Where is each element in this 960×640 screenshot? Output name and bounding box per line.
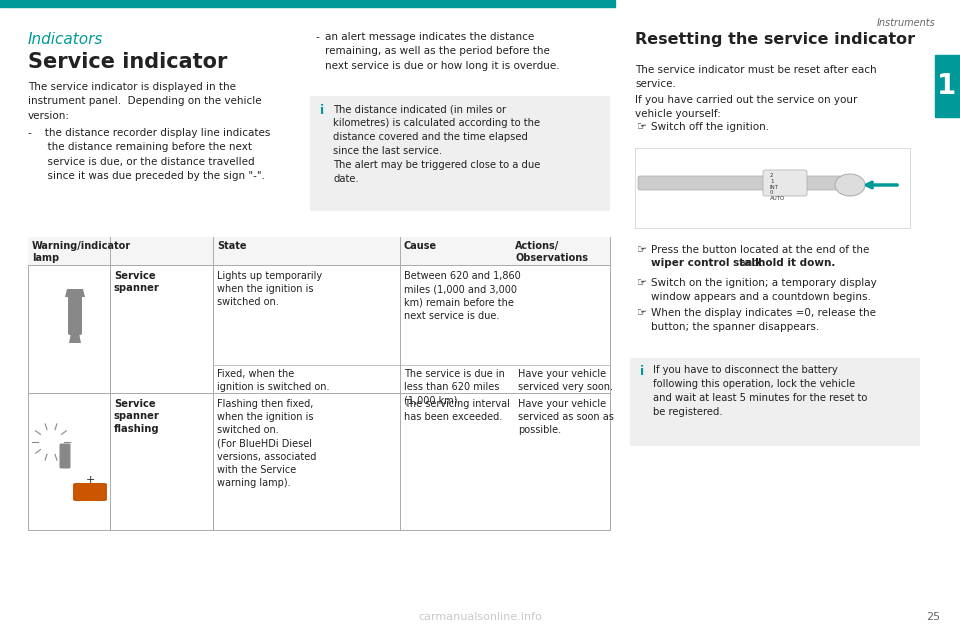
Text: i: i bbox=[640, 365, 644, 378]
Text: ☞: ☞ bbox=[637, 122, 647, 132]
Text: wiper control stalk: wiper control stalk bbox=[651, 258, 762, 268]
Text: State: State bbox=[217, 241, 247, 251]
FancyBboxPatch shape bbox=[60, 444, 70, 468]
Text: ☞: ☞ bbox=[637, 278, 647, 288]
Text: If you have carried out the service on your
vehicle yourself:: If you have carried out the service on y… bbox=[635, 95, 857, 120]
Text: The service indicator is displayed in the
instrument panel.  Depending on the ve: The service indicator is displayed in th… bbox=[28, 82, 262, 121]
Text: Instruments: Instruments bbox=[876, 18, 935, 28]
Text: Resetting the service indicator: Resetting the service indicator bbox=[635, 32, 915, 47]
Bar bbox=[0, 0, 615, 7]
Text: The distance indicated (in miles or
kilometres) is calculated according to the
d: The distance indicated (in miles or kilo… bbox=[333, 104, 540, 184]
Text: Lights up temporarily
when the ignition is
switched on.: Lights up temporarily when the ignition … bbox=[217, 271, 323, 307]
Text: The service is due in
less than 620 miles
(1,000 km).: The service is due in less than 620 mile… bbox=[404, 369, 505, 405]
Text: 25: 25 bbox=[925, 612, 940, 622]
Bar bbox=[28, 237, 610, 530]
FancyBboxPatch shape bbox=[73, 483, 107, 501]
Text: Service
spanner: Service spanner bbox=[114, 271, 160, 293]
Text: i: i bbox=[320, 104, 324, 117]
Text: Indicators: Indicators bbox=[28, 32, 104, 47]
FancyBboxPatch shape bbox=[638, 176, 842, 190]
Text: 1: 1 bbox=[937, 72, 956, 100]
Text: The service indicator must be reset after each
service.: The service indicator must be reset afte… bbox=[635, 65, 876, 90]
Text: Fixed, when the
ignition is switched on.: Fixed, when the ignition is switched on. bbox=[217, 369, 329, 392]
Text: ☞: ☞ bbox=[637, 308, 647, 318]
Bar bbox=[310, 96, 610, 211]
Bar bbox=[635, 148, 910, 228]
Text: Actions/
Observations: Actions/ Observations bbox=[515, 241, 588, 264]
Text: If you have to disconnect the battery
following this operation, lock the vehicle: If you have to disconnect the battery fo… bbox=[653, 365, 868, 417]
Text: -    the distance recorder display line indicates
      the distance remaining b: - the distance recorder display line ind… bbox=[28, 128, 271, 181]
Bar bbox=[935, 55, 960, 117]
Ellipse shape bbox=[835, 174, 865, 196]
Text: Switch off the ignition.: Switch off the ignition. bbox=[651, 122, 769, 132]
Polygon shape bbox=[65, 289, 85, 297]
Text: Service indicator: Service indicator bbox=[28, 52, 228, 72]
Text: Flashing then fixed,
when the ignition is
switched on.
(For BlueHDi Diesel
versi: Flashing then fixed, when the ignition i… bbox=[217, 399, 317, 488]
Text: Have your vehicle
serviced very soon.: Have your vehicle serviced very soon. bbox=[518, 369, 613, 392]
Text: hold it down.: hold it down. bbox=[757, 258, 835, 268]
Text: Between 620 and 1,860
miles (1,000 and 3,000
km) remain before the
next service : Between 620 and 1,860 miles (1,000 and 3… bbox=[404, 271, 520, 321]
Text: Warning/indicator
lamp: Warning/indicator lamp bbox=[32, 241, 132, 264]
Text: Service
spanner
flashing: Service spanner flashing bbox=[114, 399, 160, 434]
Text: 2
1
INT
0
AUTO: 2 1 INT 0 AUTO bbox=[770, 173, 785, 201]
Bar bbox=[28, 237, 610, 265]
Text: Have your vehicle
serviced as soon as
possible.: Have your vehicle serviced as soon as po… bbox=[518, 399, 613, 435]
Text: and: and bbox=[736, 258, 762, 268]
Text: When the display indicates =0, release the
button; the spanner disappears.: When the display indicates =0, release t… bbox=[651, 308, 876, 332]
Text: Switch on the ignition; a temporary display
window appears and a countdown begin: Switch on the ignition; a temporary disp… bbox=[651, 278, 876, 301]
Text: +: + bbox=[85, 475, 95, 485]
Polygon shape bbox=[69, 333, 81, 343]
FancyBboxPatch shape bbox=[763, 170, 807, 196]
Text: Press the button located at the end of the: Press the button located at the end of t… bbox=[651, 245, 870, 255]
Text: an alert message indicates the distance
remaining, as well as the period before : an alert message indicates the distance … bbox=[325, 32, 560, 71]
Text: The servicing interval
has been exceeded.: The servicing interval has been exceeded… bbox=[404, 399, 510, 422]
Bar bbox=[630, 358, 920, 446]
Text: Cause: Cause bbox=[404, 241, 437, 251]
Text: carmanualsonline.info: carmanualsonline.info bbox=[418, 612, 542, 622]
Text: -: - bbox=[315, 32, 319, 42]
Text: ☞: ☞ bbox=[637, 245, 647, 255]
FancyBboxPatch shape bbox=[68, 295, 82, 335]
